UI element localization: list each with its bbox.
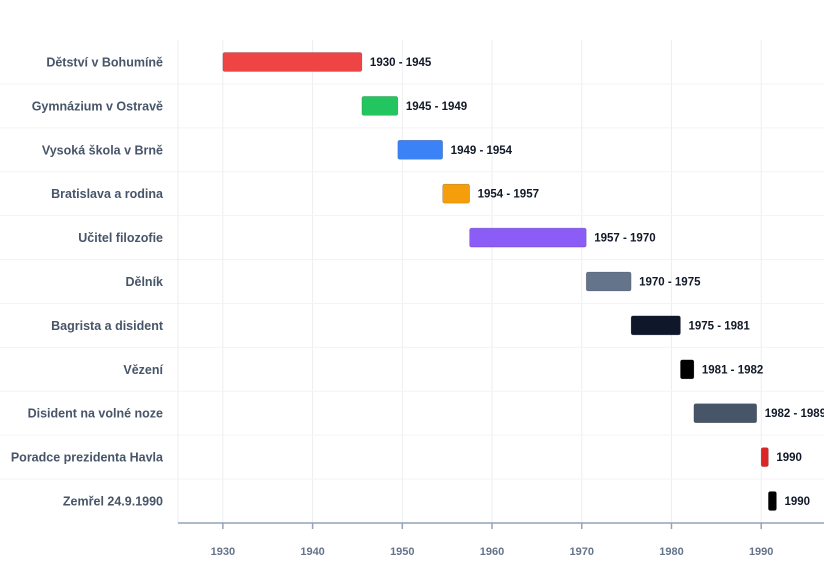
x-tick-label: 1980 — [659, 546, 683, 558]
timeline-bar[interactable] — [768, 491, 777, 511]
timeline-bar[interactable] — [630, 315, 681, 336]
category-label: Dělník — [125, 275, 163, 289]
bar-data-label: 1990 — [776, 452, 802, 464]
bar-data-label: 1949 - 1954 — [451, 145, 513, 157]
category-label: Poradce prezidenta Havla — [11, 451, 164, 465]
category-label: Bagrista a disident — [51, 319, 164, 333]
x-tick-label: 1990 — [749, 546, 773, 558]
category-label: Učitel filozofie — [78, 231, 163, 245]
timeline-bar[interactable] — [361, 96, 399, 116]
category-label: Zemřel 24.9.1990 — [63, 495, 163, 509]
timeline-bar[interactable] — [693, 403, 758, 424]
bar-data-label: 1945 - 1949 — [406, 101, 467, 113]
category-label: Gymnázium v Ostravě — [32, 99, 163, 113]
bar-data-label: 1982 - 1989 — [765, 408, 824, 420]
category-label: Bratislava a rodina — [51, 187, 164, 201]
timeline-bar[interactable] — [585, 271, 632, 292]
grid-layer — [0, 40, 824, 523]
bar-data-label: 1954 - 1957 — [478, 189, 539, 201]
bar-data-label: 1957 - 1970 — [594, 233, 655, 245]
category-label: Vězení — [123, 363, 163, 377]
bar-data-label: 1990 — [784, 496, 810, 508]
timeline-bar[interactable] — [222, 52, 363, 72]
x-tick-label: 1930 — [211, 546, 235, 558]
x-tick-label: 1970 — [570, 546, 594, 558]
timeline-bar[interactable] — [469, 227, 587, 248]
x-axis: 1930 1940 1950 1960 1970 1980 1990 — [178, 522, 824, 558]
rows-layer: Dětství v Bohumíně 1930 - 1945 Gymnázium v… — [11, 52, 824, 511]
x-tick-label: 1960 — [480, 546, 504, 558]
category-label: Vysoká škola v Brně — [42, 143, 163, 157]
category-label: Dětství v Bohumíně — [46, 55, 163, 69]
bar-data-label: 1975 - 1981 — [688, 320, 750, 332]
bar-data-label: 1970 - 1975 — [639, 277, 701, 289]
x-tick-label: 1950 — [390, 546, 414, 558]
bar-data-label: 1930 - 1945 — [370, 57, 432, 69]
timeline-bar[interactable] — [760, 447, 769, 467]
category-label: Disident na volné noze — [28, 407, 163, 421]
timeline-bar[interactable] — [397, 139, 443, 160]
timeline-bar[interactable] — [442, 183, 470, 204]
timeline-bar[interactable] — [680, 359, 695, 380]
bar-data-label: 1981 - 1982 — [702, 364, 763, 376]
x-tick-label: 1940 — [300, 546, 324, 558]
